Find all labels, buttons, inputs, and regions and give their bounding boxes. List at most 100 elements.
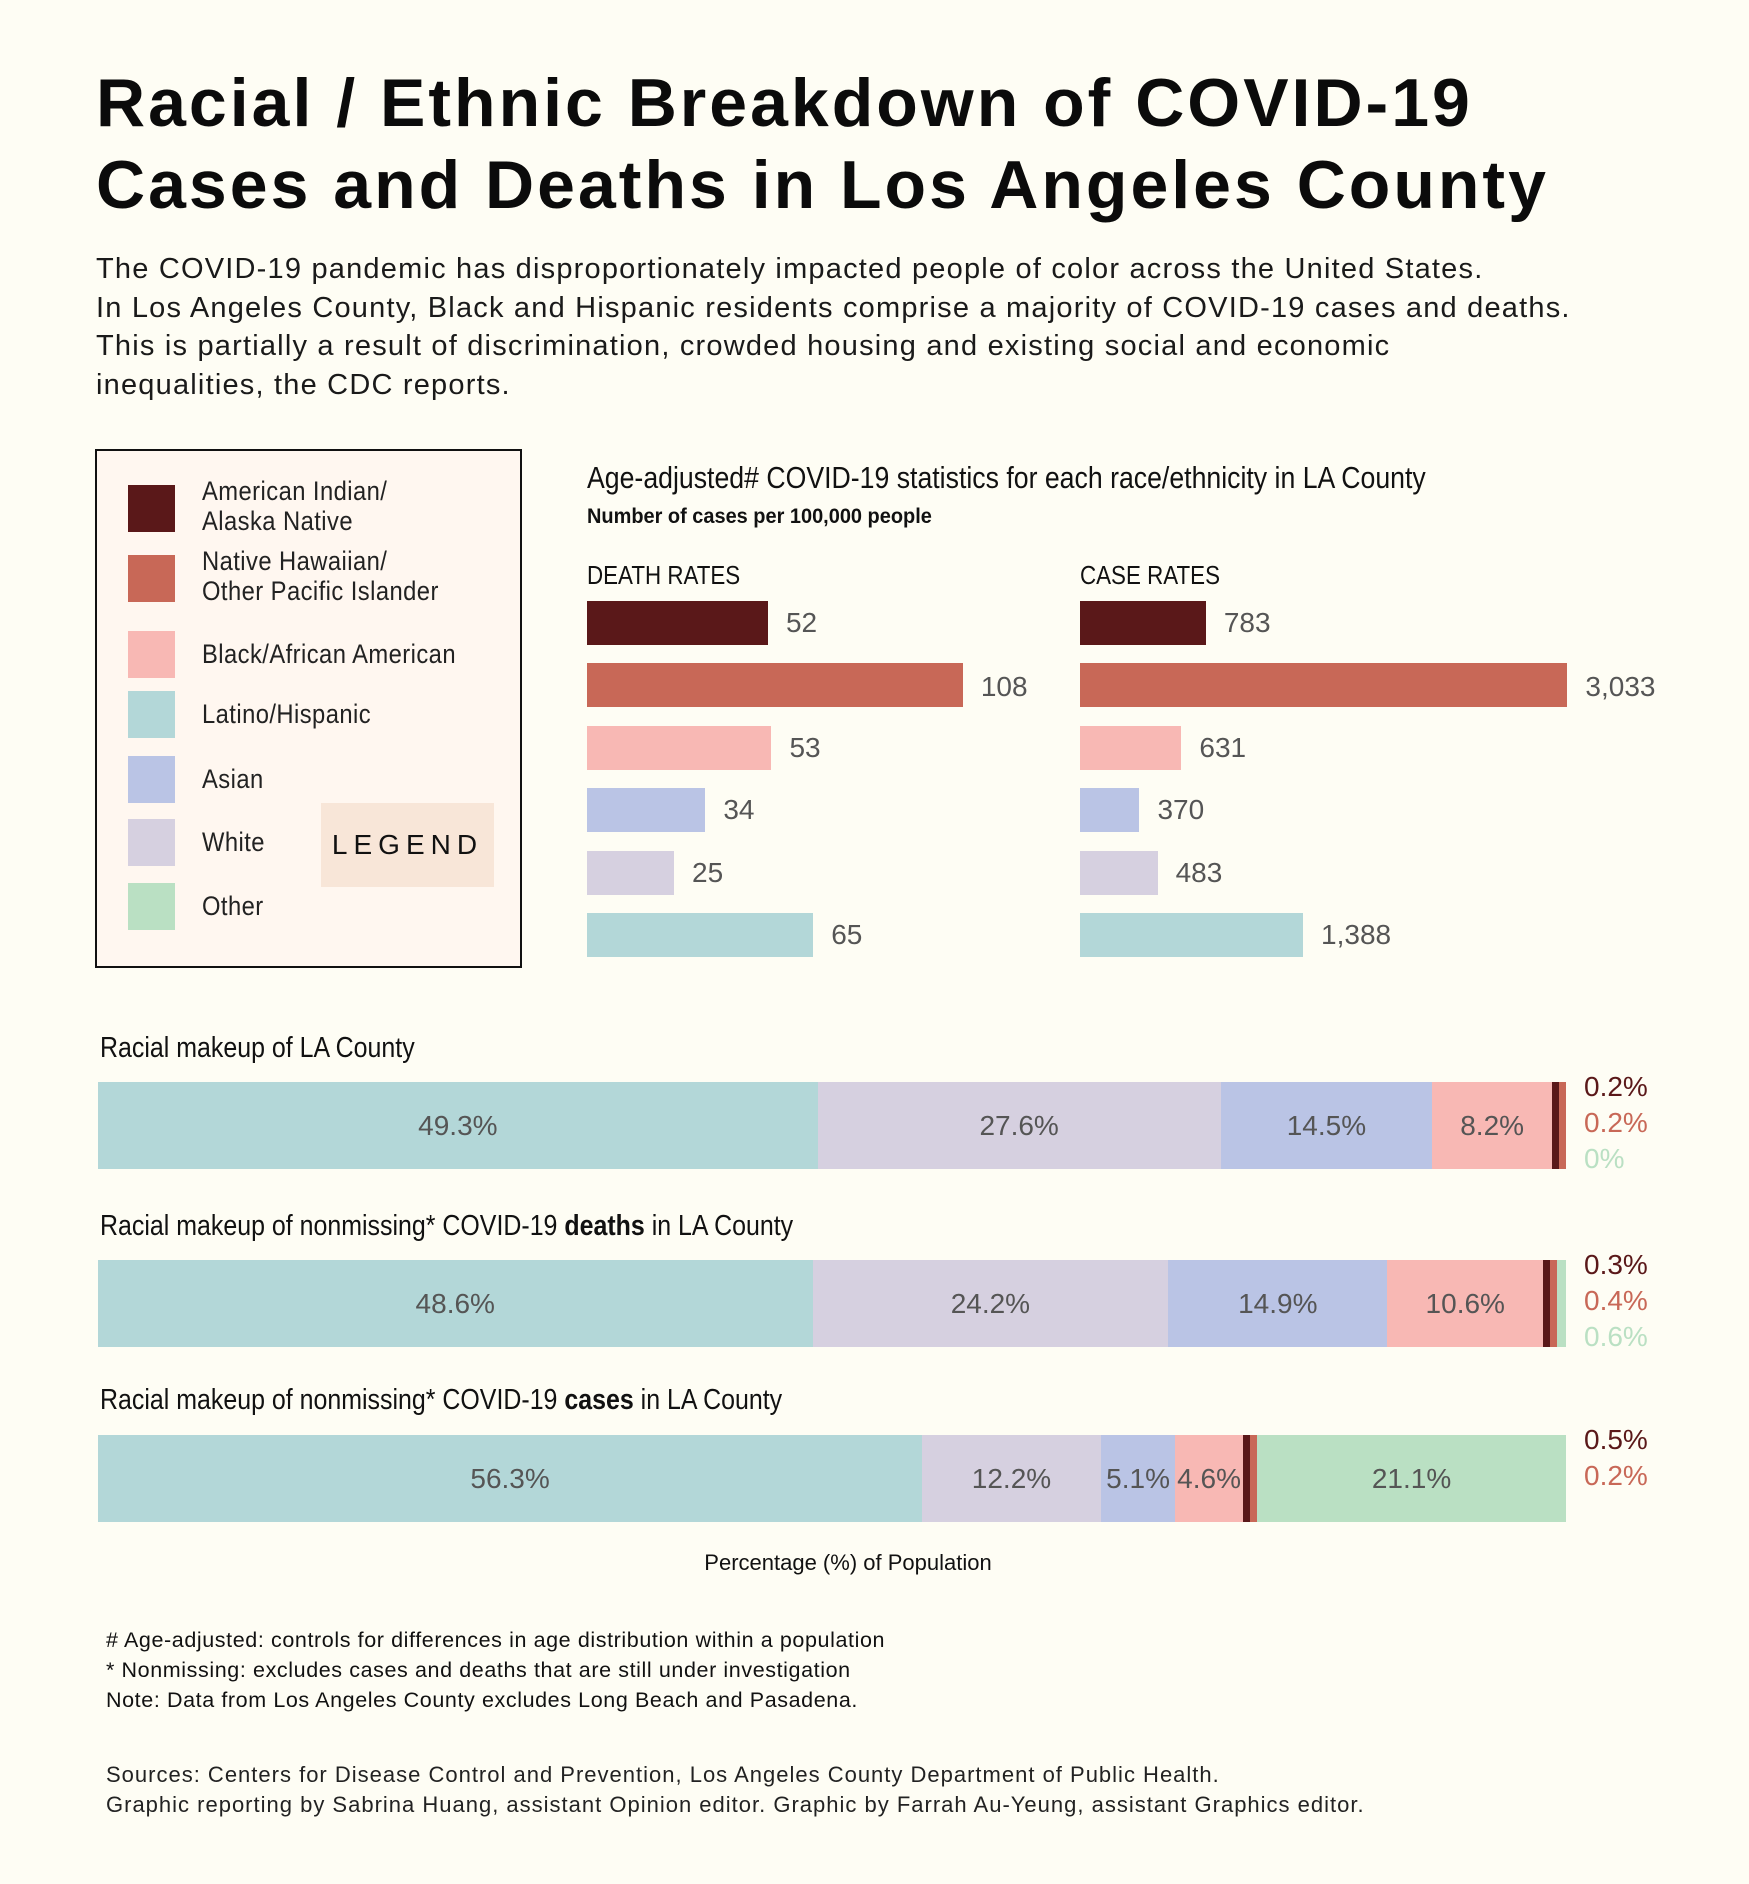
- legend-label-asian: Asian: [202, 764, 264, 794]
- page-title: Racial / Ethnic Breakdown of COVID-19 Ca…: [96, 62, 1549, 226]
- segment-black: 8.2%: [1432, 1082, 1552, 1169]
- title-part: Racial makeup of nonmissing* COVID-19: [100, 1384, 565, 1416]
- legend-label-line: Asian: [202, 764, 264, 794]
- segment-other: [1557, 1260, 1566, 1347]
- intro-line: The COVID-19 pandemic has disproportiona…: [96, 253, 1484, 285]
- segment-white: 24.2%: [812, 1260, 1169, 1347]
- death-rate-label: 25: [692, 856, 724, 888]
- title-emphasis: deaths: [564, 1210, 645, 1242]
- death-rate-label: 65: [831, 919, 863, 950]
- credits-line: Graphic reporting by Sabrina Huang, assi…: [106, 1792, 1365, 1817]
- legend-label-line: Native Hawaiian/: [202, 546, 388, 576]
- death-rate-bar-black: [587, 725, 772, 770]
- segment-asian: 5.1%: [1100, 1435, 1176, 1522]
- side-label-nh: 0.2%: [1584, 1107, 1648, 1138]
- title-line: Cases and Deaths in Los Angeles County: [96, 147, 1549, 223]
- death-rate-label: 53: [789, 731, 821, 763]
- case-rate-label: 631: [1199, 731, 1247, 763]
- legend-label-line: Latino/Hispanic: [202, 699, 372, 729]
- side-label-nh: 0.2%: [1584, 1460, 1648, 1491]
- segment-nh: [1550, 1260, 1558, 1347]
- title-part: in LA County: [633, 1384, 783, 1416]
- title-line: Racial / Ethnic Breakdown of COVID-19: [96, 65, 1473, 141]
- segment-nh: [1250, 1435, 1258, 1522]
- stacked-bar: 48.6% 24.2% 14.9% 10.6%: [98, 1260, 1566, 1347]
- legend-swatch-ai: [128, 485, 175, 532]
- legend-label-other: Other: [202, 891, 264, 921]
- death-rate-label: 108: [980, 671, 1028, 703]
- legend-swatch-latino: [128, 691, 175, 738]
- stacked-bar: 56.3% 12.2% 5.1% 4.6% 21.1%: [98, 1435, 1566, 1522]
- segment-asian: 14.5%: [1220, 1082, 1433, 1169]
- side-label-other: 0%: [1584, 1143, 1625, 1174]
- legend-label-line: American Indian/: [202, 476, 388, 506]
- segment-black: 10.6%: [1387, 1260, 1544, 1347]
- legend-swatch-other: [128, 883, 175, 930]
- case-rate-bar-white: [1080, 850, 1158, 895]
- side-label-ai: 0.2%: [1584, 1071, 1648, 1102]
- footnote: * Nonmissing: excludes cases and deaths …: [106, 1658, 851, 1682]
- segment-nh: [1559, 1082, 1566, 1169]
- case-rates-title: CASE RATES: [1080, 560, 1220, 590]
- case-rate-bar-asian: [1080, 788, 1140, 833]
- side-label-nh: 0.4%: [1584, 1285, 1648, 1316]
- segment-latino: 49.3%: [98, 1082, 818, 1169]
- segment-latino: 48.6%: [98, 1260, 813, 1347]
- x-axis-label: Percentage (%) of Population: [704, 1550, 992, 1575]
- legend-label-line: White: [202, 827, 265, 857]
- segment-ai: [1552, 1082, 1559, 1169]
- title-part: Racial makeup of nonmissing* COVID-19: [100, 1210, 565, 1242]
- death-rate-label: 34: [723, 794, 755, 826]
- case-rate-label: 3,033: [1585, 671, 1656, 703]
- case-rate-label: 783: [1223, 607, 1271, 638]
- death-rate-label: 52: [785, 607, 818, 638]
- case-rate-label: 370: [1157, 794, 1205, 826]
- title-part: in LA County: [644, 1210, 794, 1242]
- legend-tag: LEGEND: [321, 803, 494, 887]
- intro-line: In Los Angeles County, Black and Hispani…: [96, 291, 1571, 324]
- legend-label-line: Black/African American: [202, 639, 456, 669]
- footnote: Note: Data from Los Angeles County exclu…: [106, 1688, 858, 1712]
- legend-swatch-white: [128, 819, 175, 866]
- segment-ai: [1242, 1435, 1251, 1522]
- intro-line: inequalities, the CDC reports.: [96, 368, 511, 401]
- legend-label-white: White: [202, 827, 265, 857]
- side-label-other: 0.6%: [1584, 1321, 1648, 1352]
- title-emphasis: cases: [564, 1384, 634, 1416]
- sources-line: Sources: Centers for Disease Control and…: [106, 1762, 1220, 1787]
- death-rate-bar-white: [587, 850, 674, 895]
- case-rate-bar-latino: [1080, 913, 1304, 957]
- legend-label-line: Other: [202, 891, 264, 921]
- rates-subtitle: Number of cases per 100,000 people: [587, 505, 932, 528]
- segment-other: 21.1%: [1257, 1435, 1566, 1522]
- footnote: # Age-adjusted: controls for differences…: [106, 1628, 886, 1652]
- death-rates-title: DEATH RATES: [587, 560, 741, 590]
- segment-latino: 56.3%: [98, 1435, 923, 1522]
- case-rate-label: 483: [1175, 856, 1223, 888]
- segment-white: 12.2%: [922, 1435, 1101, 1522]
- case-rate-label: 1,388: [1321, 919, 1392, 950]
- legend-swatch-nh: [128, 555, 175, 602]
- deaths-makeup-title: Racial makeup of nonmissing* COVID-19 de…: [100, 1210, 793, 1243]
- legend-label-line: Alaska Native: [202, 506, 353, 536]
- case-rate-bar-nh: [1080, 663, 1568, 708]
- legend-label-latino: Latino/Hispanic: [202, 699, 371, 729]
- legend-swatch-black: [128, 631, 175, 678]
- intro-paragraph: The COVID-19 pandemic has disproportiona…: [96, 250, 1571, 404]
- segment-asian: 14.9%: [1168, 1260, 1388, 1347]
- legend-swatch-asian: [128, 756, 175, 803]
- legend-label-ai: American Indian/Alaska Native: [202, 476, 387, 536]
- legend-label-nh: Native Hawaiian/Other Pacific Islander: [202, 546, 439, 606]
- death-rate-bar-asian: [587, 788, 706, 833]
- side-label-ai: 0.5%: [1584, 1424, 1648, 1455]
- makeup-title: Racial makeup of LA County: [100, 1032, 415, 1064]
- segment-white: 27.6%: [817, 1082, 1221, 1169]
- cases-makeup-title: Racial makeup of nonmissing* COVID-19 ca…: [100, 1384, 782, 1417]
- stacked-bar: 49.3% 27.6% 14.5% 8.2%: [98, 1082, 1566, 1169]
- legend-label-black: Black/African American: [202, 639, 456, 669]
- segment-ai: [1543, 1260, 1551, 1347]
- death-rate-bar-nh: [587, 663, 963, 708]
- side-label-ai: 0.3%: [1584, 1249, 1648, 1280]
- death-rate-bar-latino: [587, 913, 814, 957]
- case-rate-bar-black: [1080, 725, 1182, 770]
